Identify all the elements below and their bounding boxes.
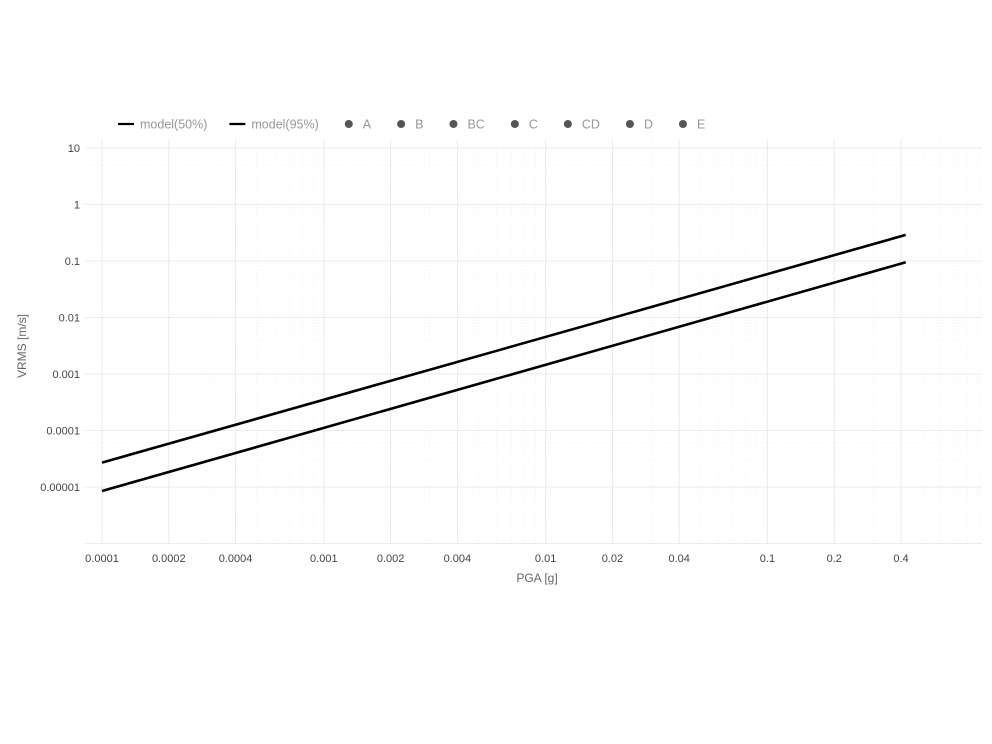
legend-item: BC [449, 118, 485, 132]
x-tick-label: 0.0004 [219, 553, 253, 565]
grid-minor [85, 140, 982, 545]
legend-label: C [529, 118, 538, 132]
legend-label: D [644, 118, 653, 132]
x-tick-label: 0.2 [827, 553, 842, 565]
y-tick-label: 0.01 [59, 313, 80, 325]
legend-label: E [697, 118, 705, 132]
x-tick-label: 0.1 [760, 553, 775, 565]
series-line [101, 261, 907, 493]
y-tick-label: 0.001 [52, 369, 80, 381]
legend-label: BC [467, 118, 484, 132]
legend-item: B [397, 118, 423, 132]
x-tick-label: 0.001 [310, 553, 338, 565]
legend-item: E [678, 118, 705, 132]
x-tick-label: 0.02 [602, 553, 623, 565]
legend-key-point [563, 120, 572, 128]
legend-item: model(50%) [118, 118, 207, 132]
x-tick-label: 0.0001 [85, 553, 119, 565]
legend-item: D [625, 118, 653, 132]
legend-item: CD [563, 118, 600, 132]
x-tick-label: 0.4 [893, 553, 908, 565]
legend-key-point [678, 120, 687, 128]
legend-key-point [397, 120, 406, 128]
legend-key-point [449, 120, 458, 128]
x-axis-title: PGA [g] [516, 571, 557, 585]
grid-major [85, 140, 982, 545]
legend-label: CD [582, 118, 600, 132]
legend-label: A [363, 118, 372, 132]
x-tick-label: 0.04 [668, 553, 689, 565]
series-layer [101, 233, 907, 493]
y-tick-label: 1 [74, 200, 80, 212]
legend-item: model(95%) [229, 118, 319, 132]
legend-item: A [344, 118, 372, 132]
legend-label: B [415, 118, 423, 132]
legend-item: C [510, 118, 538, 132]
legend-label: model(95%) [251, 118, 318, 132]
legend-key-point [625, 120, 634, 128]
legend-key-point [344, 120, 353, 128]
series-line [101, 233, 907, 464]
y-tick-label: 10 [68, 143, 80, 155]
legend: model(50%) model(95%) A B BC C CD D E [118, 118, 705, 132]
x-tick-label: 0.004 [444, 553, 472, 565]
y-tick-label: 0.0001 [46, 426, 80, 438]
legend-label: model(50%) [140, 118, 207, 132]
legend-key-point [510, 120, 519, 128]
y-axis-tick-labels: 10 1 0.1 0.01 0.001 0.0001 0.00001 [40, 143, 80, 494]
y-tick-label: 0.00001 [40, 482, 80, 494]
x-tick-label: 0.002 [377, 553, 405, 565]
x-tick-label: 0.01 [535, 553, 556, 565]
x-axis-tick-labels: 0.0001 0.0002 0.0004 0.001 0.002 0.004 0.01 0.0… [85, 553, 908, 565]
y-tick-label: 0.1 [65, 256, 80, 268]
y-axis-title: VRMS [m/s] [15, 314, 29, 378]
x-tick-label: 0.0002 [152, 553, 186, 565]
